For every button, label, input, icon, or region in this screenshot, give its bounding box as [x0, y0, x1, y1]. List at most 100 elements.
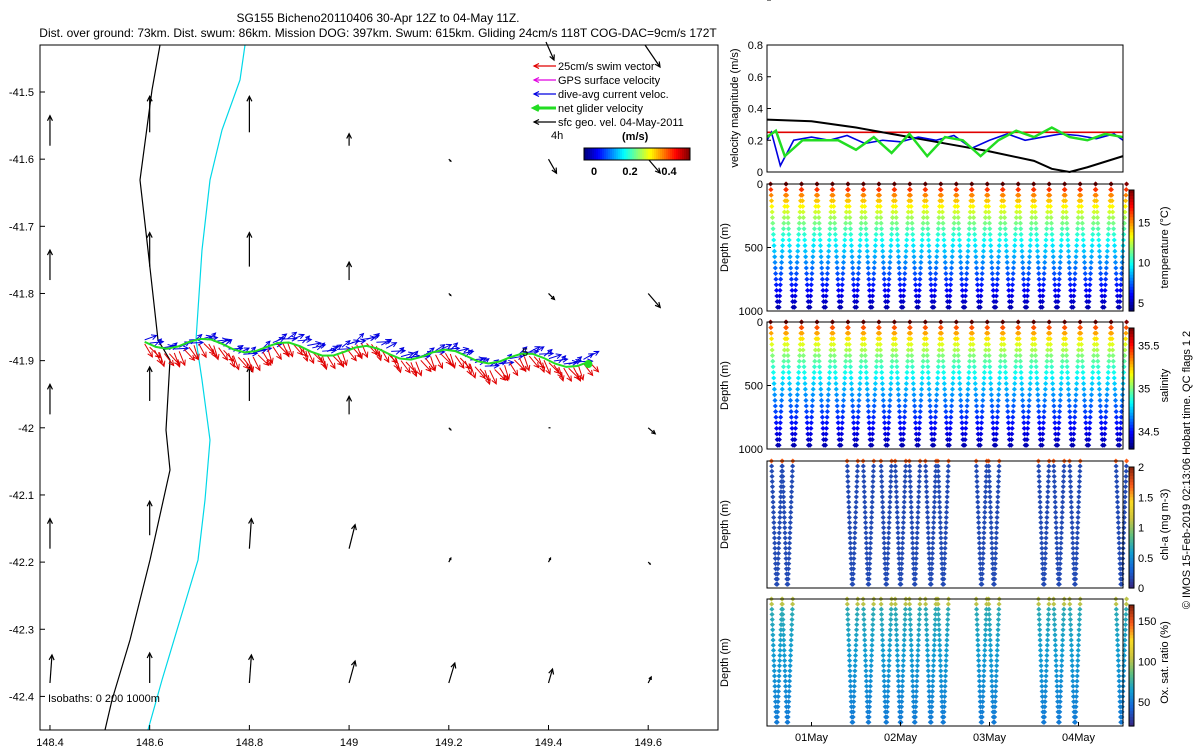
profile-point [942, 673, 949, 679]
profile-point [1074, 530, 1080, 536]
profile-point [903, 248, 909, 254]
profile-point [1123, 478, 1129, 485]
profile-point [1070, 683, 1076, 689]
profile-point [895, 525, 901, 531]
profile-point [1020, 403, 1026, 409]
swim-vector [178, 351, 186, 367]
profile-point [1121, 231, 1127, 237]
profile-point [878, 215, 884, 221]
profile-point [826, 237, 832, 243]
profile-point [982, 358, 988, 364]
profile-point [854, 299, 860, 305]
profile-point [1103, 403, 1109, 409]
profile-point [964, 259, 970, 265]
profile-point [914, 668, 920, 674]
profile-point [1114, 293, 1120, 299]
profile-point [879, 381, 885, 387]
profile-point [888, 601, 894, 607]
profile-point [1025, 282, 1031, 288]
profile-point [839, 282, 845, 288]
profile-point [912, 271, 918, 277]
profile-point [1097, 254, 1103, 260]
profile-point [801, 226, 807, 232]
profile-point [929, 293, 935, 299]
profile-point [839, 420, 845, 426]
section-colorbar-cell [1129, 265, 1134, 270]
profile-point [827, 231, 833, 237]
profile-point [991, 719, 997, 725]
swim-vector [523, 356, 531, 372]
section-colorbar-cell [1129, 214, 1134, 218]
profile-point [809, 271, 815, 277]
profile-point [943, 282, 950, 288]
profile-point [979, 719, 985, 725]
profile-point [924, 499, 930, 505]
profile-point [855, 414, 861, 420]
track-label: 5 [522, 347, 528, 359]
arrow-shaft [302, 335, 310, 344]
profile-point [778, 265, 784, 271]
profile-point [1083, 425, 1089, 431]
profile-point [855, 276, 861, 282]
profile-point [1082, 409, 1088, 415]
profile-point [992, 699, 998, 705]
profile-point [1043, 369, 1049, 375]
profile-point [912, 409, 918, 415]
profile-point [879, 627, 885, 633]
profile-point [817, 375, 823, 381]
colorbar-cell [654, 148, 657, 160]
profile-point [941, 381, 947, 387]
profile-point [1060, 489, 1066, 495]
profile-point [959, 282, 965, 288]
profile-point [810, 259, 816, 265]
profile-point [1005, 282, 1011, 288]
profile-point [941, 237, 947, 243]
profile-point [1044, 520, 1050, 526]
arrow-head [46, 248, 54, 256]
profile-point [1042, 566, 1048, 572]
profile-point [852, 525, 858, 531]
profile-point [1031, 330, 1037, 336]
arrow-head [46, 114, 54, 122]
profile-point [795, 248, 801, 254]
section-colorbar-cell [1129, 397, 1134, 402]
profile-point [1114, 494, 1120, 500]
arrow-head [587, 369, 594, 377]
profile-point [841, 386, 847, 392]
profile-point [1098, 414, 1104, 420]
profile-point [923, 611, 929, 617]
profile-point [851, 431, 857, 437]
arrow-head [654, 301, 662, 309]
profile-point [868, 663, 874, 669]
profile-point [931, 658, 937, 664]
profile-point [945, 478, 951, 485]
profile-point [795, 243, 801, 249]
profile-point [1074, 369, 1080, 375]
profile-point [943, 420, 950, 426]
profile-point [770, 627, 776, 633]
profile-point [855, 282, 861, 288]
profile-point [789, 420, 795, 426]
map-y-tick-label: -41.5 [9, 87, 34, 99]
arrow-head [425, 365, 432, 373]
profile-point [923, 187, 929, 193]
arrow-head [396, 366, 402, 374]
profile-point [893, 209, 899, 215]
section-colorbar-tick: 5 [1138, 298, 1144, 310]
profile-point [778, 403, 784, 409]
profile-point [832, 364, 838, 370]
profile-point [861, 336, 867, 342]
profile-point [887, 632, 893, 638]
profile-point [1042, 561, 1048, 567]
profile-point [1122, 209, 1128, 215]
colorbar-tick-1: 0.2 [622, 166, 637, 178]
profile-point [846, 642, 852, 648]
profile-point [854, 293, 860, 299]
profile-point [1051, 403, 1057, 409]
profile-point [915, 514, 921, 521]
profile-point [888, 606, 894, 612]
profile-point [769, 209, 775, 215]
profile-point [981, 658, 987, 664]
profile-point [774, 431, 780, 437]
